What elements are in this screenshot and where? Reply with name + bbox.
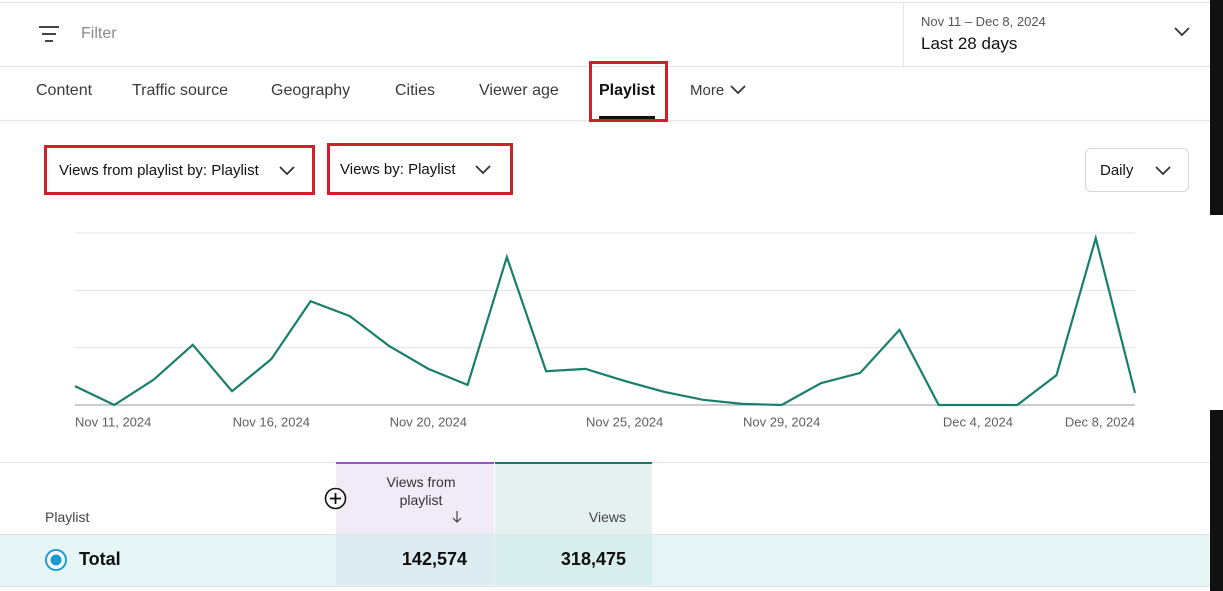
line-series (74, 233, 1137, 407)
tab[interactable]: Viewer age (479, 82, 559, 100)
cell: 318,475 (560, 549, 626, 569)
selector[interactable]: Views from playlist by: Playlist (47, 148, 312, 192)
highlight-box (44, 145, 315, 195)
date-picker[interactable]: Nov 11 – Dec 8, 2024 Last 28 days (904, 3, 1210, 66)
tab-label: Playlist (599, 82, 656, 99)
x-tick-label: Dec 8, 2024 (1065, 414, 1135, 429)
chevron (1174, 27, 1190, 37)
selector[interactable]: Views by: Playlist (330, 146, 510, 192)
x-tick-label: Nov 16, 2024 (233, 414, 310, 429)
add-column-icon[interactable] (324, 487, 347, 510)
tab-label: Geography (271, 82, 351, 99)
x-tick-label: Dec 4, 2024 (943, 414, 1013, 429)
column-highlight (495, 462, 652, 585)
selector-label: Views from playlist by: Playlist (59, 161, 259, 179)
date-period: Last 28 days (921, 34, 1018, 53)
divider (903, 3, 904, 66)
highlight-box (327, 143, 513, 195)
tab[interactable]: Traffic source (132, 82, 228, 100)
sort-icon (452, 511, 462, 523)
x-tick-label: Nov 20, 2024 (390, 414, 467, 429)
tab[interactable]: More (690, 82, 746, 99)
divider (0, 2, 1210, 3)
tab-label: Cities (395, 82, 436, 99)
tab[interactable]: Content (36, 82, 92, 100)
interval-selector[interactable]: Daily (1085, 148, 1189, 192)
column-header[interactable]: Views from playlist (386, 474, 456, 508)
chevron (730, 85, 746, 95)
edge-bar (1210, 0, 1223, 215)
interval-label: Daily (1100, 161, 1134, 179)
column-header[interactable]: Views (588, 509, 626, 525)
column-header[interactable]: Playlist (45, 509, 90, 525)
tab-label: Content (36, 82, 93, 99)
edge-bar (1210, 410, 1223, 591)
filter-icon[interactable] (38, 25, 60, 43)
chevron (475, 165, 491, 175)
tab-label: Traffic source (132, 82, 229, 99)
selector-label: Views by: Playlist (340, 160, 456, 178)
tab[interactable]: Cities (395, 82, 435, 100)
x-tick-label: Nov 11, 2024 (75, 414, 151, 429)
total-row (0, 534, 1210, 587)
tab[interactable]: Geography (271, 82, 350, 100)
tab-label: Viewer age (479, 82, 559, 99)
chevron (279, 166, 295, 176)
x-tick-label: Nov 25, 2024 (586, 414, 663, 429)
divider (0, 66, 1210, 67)
filter-input[interactable]: Filter (81, 25, 117, 42)
radio-button[interactable] (44, 548, 68, 572)
tab[interactable]: Playlist (599, 82, 655, 100)
chevron (1155, 166, 1171, 176)
highlight-box (589, 61, 668, 122)
cell: 142,574 (401, 549, 467, 569)
row-label: Total (79, 549, 121, 569)
line-chart: Nov 11, 2024 Nov 16, 2024 Nov 20, 2024 Nov … (74, 232, 1137, 429)
date-range: Nov 11 – Dec 8, 2024 (921, 14, 1046, 29)
column-highlight (336, 462, 494, 585)
tab-label: More (690, 82, 725, 99)
tab-underline (599, 116, 655, 119)
x-tick-label: Nov 29, 2024 (743, 414, 820, 429)
